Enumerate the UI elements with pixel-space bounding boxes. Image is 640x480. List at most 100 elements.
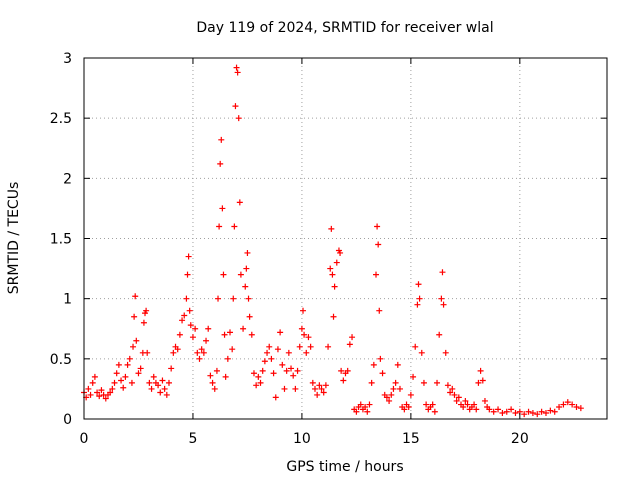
data-point — [327, 265, 334, 272]
data-point — [490, 408, 497, 415]
data-point — [370, 361, 377, 368]
data-point — [362, 403, 369, 410]
data-point — [512, 409, 519, 416]
data-point — [333, 259, 340, 266]
data-point — [281, 385, 288, 392]
data-point — [155, 382, 162, 389]
data-point — [305, 334, 312, 341]
data-point — [131, 313, 138, 320]
y-tick-label: 2 — [63, 171, 72, 187]
data-point — [551, 408, 558, 415]
data-point — [329, 271, 336, 278]
data-point — [87, 391, 94, 398]
data-point — [270, 370, 277, 377]
data-point — [405, 403, 412, 410]
data-point — [374, 223, 381, 230]
x-tick-label: 20 — [511, 431, 529, 447]
data-point — [415, 281, 422, 288]
data-point — [222, 373, 229, 380]
data-point — [165, 379, 172, 386]
data-point — [115, 361, 122, 368]
data-point — [477, 367, 484, 374]
data-point — [170, 349, 177, 356]
data-point — [442, 349, 449, 356]
data-point — [444, 382, 451, 389]
data-point — [431, 408, 438, 415]
data-point — [118, 377, 125, 384]
data-point — [438, 295, 445, 302]
data-point — [379, 370, 386, 377]
data-point — [111, 379, 118, 386]
data-point — [331, 283, 338, 290]
data-point — [137, 365, 144, 372]
data-point — [386, 397, 393, 404]
x-tick-label: 15 — [402, 431, 420, 447]
y-tick-label: 0.5 — [50, 352, 72, 368]
data-point — [325, 343, 332, 350]
x-axis-label: GPS time / hours — [286, 459, 403, 475]
data-point — [140, 319, 147, 326]
data-point — [185, 253, 192, 260]
data-point — [255, 373, 262, 380]
data-point — [157, 389, 164, 396]
data-point — [85, 385, 92, 392]
y-tick-label: 1 — [63, 292, 72, 308]
data-point — [337, 249, 344, 256]
y-tick-label: 2.5 — [50, 111, 72, 127]
data-point — [237, 271, 244, 278]
data-point — [98, 387, 105, 394]
data-point — [107, 389, 114, 396]
data-point — [113, 370, 120, 377]
data-point — [453, 397, 460, 404]
data-point — [186, 307, 193, 314]
data-point — [573, 403, 580, 410]
data-point — [232, 103, 239, 110]
data-point — [211, 385, 218, 392]
y-axis-label: SRMTID / TECUs — [6, 182, 22, 295]
data-point — [144, 349, 151, 356]
data-point — [414, 301, 421, 308]
data-point — [499, 409, 506, 416]
data-point — [189, 334, 196, 341]
data-point — [464, 401, 471, 408]
data-point — [388, 391, 395, 398]
data-point — [207, 372, 214, 379]
data-point — [174, 346, 181, 353]
data-point — [434, 379, 441, 386]
data-point — [396, 385, 403, 392]
data-point — [288, 365, 295, 372]
data-point — [368, 379, 375, 386]
data-point — [274, 346, 281, 353]
data-point — [534, 411, 541, 418]
data-point — [366, 401, 373, 408]
data-point — [231, 223, 238, 230]
data-point — [128, 379, 135, 386]
data-point — [91, 373, 98, 380]
data-point — [159, 377, 166, 384]
data-point — [529, 409, 536, 416]
data-point — [122, 373, 129, 380]
data-point — [303, 349, 310, 356]
data-point — [203, 337, 210, 344]
data-point — [236, 199, 243, 206]
data-point — [224, 355, 231, 362]
data-point — [439, 269, 446, 276]
data-point — [205, 325, 212, 332]
data-point — [179, 317, 186, 324]
data-point — [132, 293, 139, 300]
data-point — [440, 301, 447, 308]
data-point — [257, 379, 264, 386]
data-point — [521, 411, 528, 418]
data-point — [234, 69, 241, 76]
data-point — [418, 349, 425, 356]
data-point — [309, 379, 316, 386]
data-point — [268, 355, 275, 362]
data-point — [229, 346, 236, 353]
data-point — [230, 295, 237, 302]
data-point — [479, 377, 486, 384]
data-point — [503, 408, 510, 415]
data-point — [218, 136, 225, 143]
data-point — [423, 401, 430, 408]
data-point — [460, 403, 467, 410]
